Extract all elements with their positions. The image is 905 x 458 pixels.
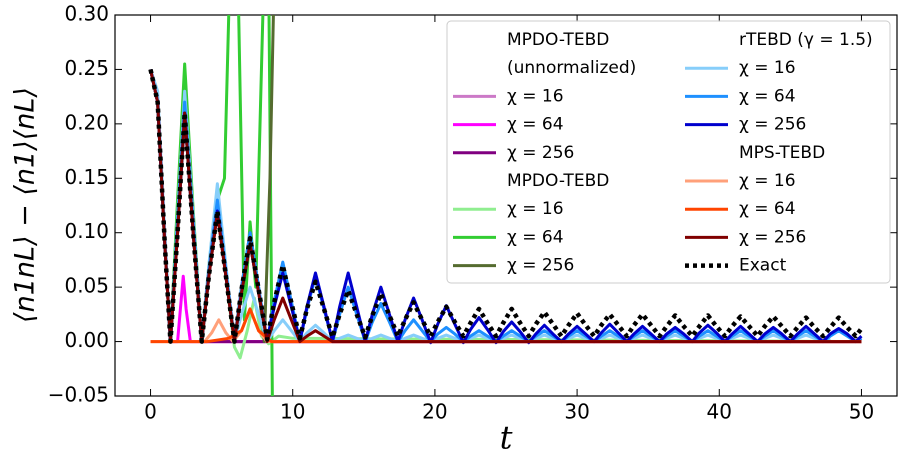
legend-label: χ = 256: [507, 256, 574, 276]
series-line: [149, 69, 862, 344]
y-tick-label: 0.00: [64, 328, 109, 352]
x-tick-label: 0: [144, 400, 157, 424]
x-tick-label: 40: [707, 400, 732, 424]
plot-lines: [148, 15, 864, 396]
y-tick-label: 0.10: [64, 219, 109, 243]
legend-box: [446, 20, 891, 284]
legend-label: χ = 64: [507, 115, 564, 135]
legend-label: χ = 64: [739, 199, 796, 219]
legend-header: MPDO-TEBD: [507, 171, 609, 191]
legend: MPDO-TEBD (unnormalized) χ = 16 χ = 64 χ = 2…: [453, 30, 873, 276]
y-tick-label: 0.15: [64, 165, 109, 189]
legend-header: (unnormalized): [507, 58, 636, 78]
legend-label: Exact: [739, 256, 787, 276]
ticks: 0 10 20 30 40 50 −0.05 0.00 0.05 0.10 0.15 0.20 0.25…: [48, 2, 897, 424]
x-axis-label: t: [500, 419, 513, 457]
legend-label: χ = 256: [507, 143, 574, 163]
y-axis-label: ⟨n1nL⟩ − ⟨n1⟩⟨nL⟩: [10, 87, 41, 323]
legend-label: χ = 64: [507, 227, 564, 247]
legend-label: χ = 64: [739, 86, 796, 106]
x-tick-label: 10: [280, 400, 305, 424]
x-tick-label: 30: [564, 400, 589, 424]
legend-header: MPS-TEBD: [739, 143, 825, 163]
legend-label: χ = 16: [739, 171, 796, 191]
legend-label: χ = 256: [739, 227, 806, 247]
y-tick-label: 0.30: [64, 2, 109, 26]
legend-header: rTEBD (γ = 1.5): [739, 30, 873, 50]
series-line: [149, 68, 831, 344]
legend-label: χ = 16: [507, 86, 564, 106]
y-tick-label: 0.05: [64, 274, 109, 298]
x-tick-label: 50: [849, 400, 874, 424]
legend-header: MPDO-TEBD: [507, 30, 609, 50]
y-tick-label: −0.05: [48, 383, 109, 407]
x-tick-label: 20: [422, 400, 447, 424]
legend-label: χ = 16: [507, 199, 564, 219]
legend-label: χ = 256: [739, 115, 806, 135]
legend-label: χ = 16: [739, 58, 796, 78]
y-tick-label: 0.25: [64, 56, 109, 80]
y-tick-label: 0.20: [64, 110, 109, 134]
series-line: [148, 68, 864, 344]
